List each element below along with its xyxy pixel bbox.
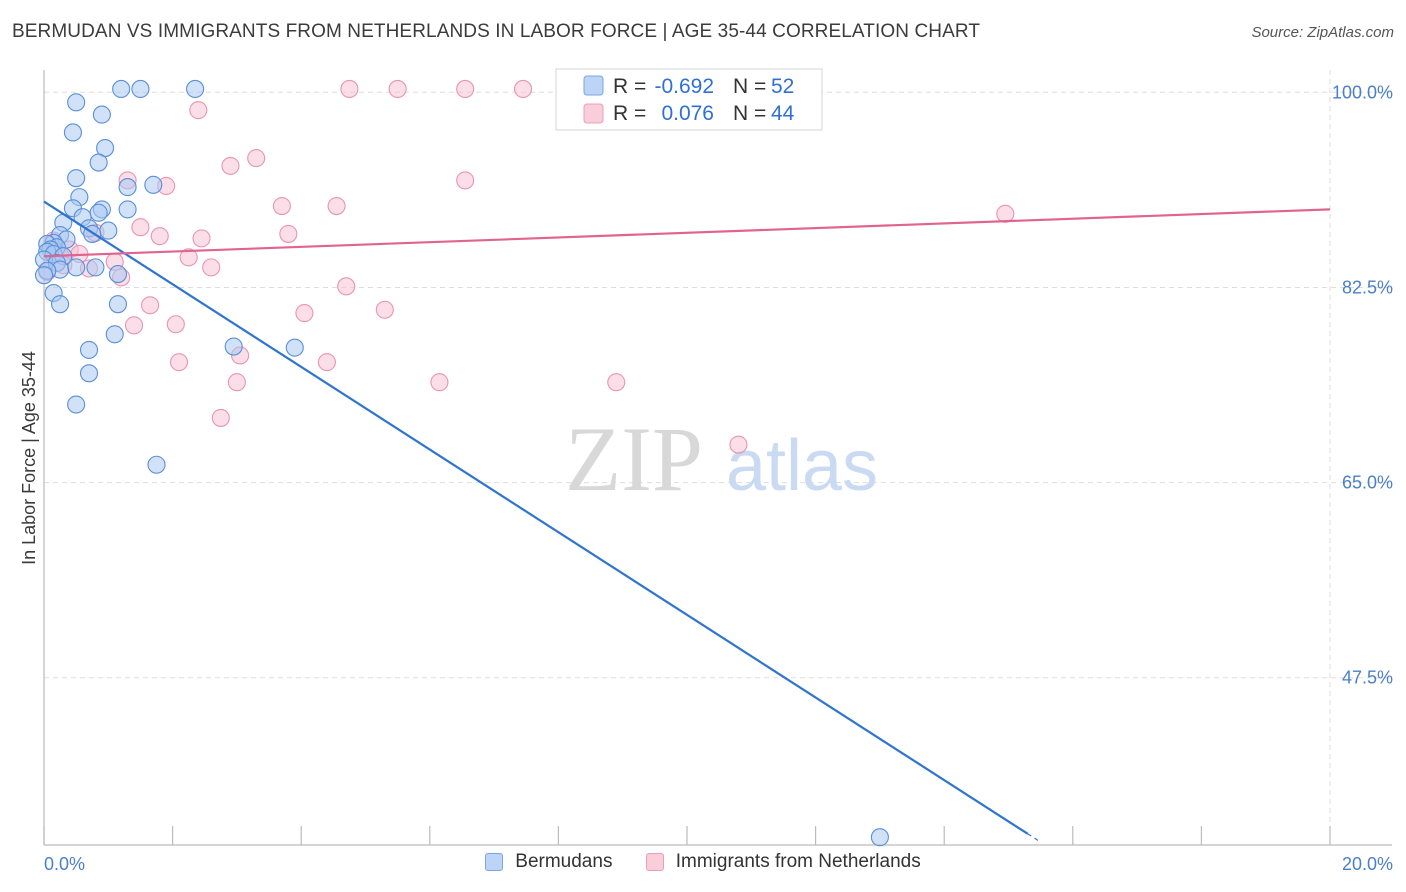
legend-n-label-1: N = [733,75,766,98]
netherlands-point [295,304,314,323]
bermudans-point [108,295,127,314]
bermudans-point [131,79,150,99]
y-tick-label-1: 82.5% [1342,277,1393,297]
netherlands-point [607,373,626,392]
series-netherlands-points [38,79,1015,454]
chart-title: BERMUDAN VS IMMIGRANTS FROM NETHERLANDS … [12,21,981,42]
bermudans-point [92,105,111,124]
netherlands-point [279,224,298,243]
netherlands-point [192,229,211,248]
netherlands-point [179,248,198,267]
netherlands-point [247,149,266,168]
legend-n-value-2: 44 [771,102,795,125]
netherlands-point [202,258,221,277]
legend-r-value-2: 0.076 [661,102,714,125]
bermudans-point [86,258,105,277]
netherlands-point [124,316,144,335]
bermudans-point [79,340,99,359]
netherlands-point [221,156,240,175]
netherlands-point [337,277,356,296]
netherlands-point [227,373,246,392]
netherlands-point [327,196,346,216]
legend-r-value-1: -0.692 [654,75,714,98]
bermudans-point [63,123,82,142]
series-legend: Bermudans Immigrants from Netherlands [0,851,1406,877]
legend-item-netherlands[interactable]: Immigrants from Netherlands [645,851,921,873]
legend-swatch-blue [583,75,604,96]
bermudans-point [67,258,86,277]
legend-n-value-1: 52 [771,75,794,98]
netherlands-point [375,300,394,319]
bermudans-point [285,338,304,357]
netherlands-point [317,353,336,372]
legend-swatch-netherlands [645,853,664,871]
bermudans-point [105,325,124,344]
netherlands-point [131,218,150,237]
series-bermudans-points [34,79,889,847]
legend-label-bermudans: Bermudans [515,851,613,872]
bermudans-point [99,221,118,240]
bermudans-point [34,266,54,285]
legend-r-label-1: R = [613,75,646,98]
netherlands-point [272,196,291,216]
x-tick-labels: 0.0% 20.0% [44,854,1393,874]
netherlands-point [340,79,359,99]
bermudans-point [89,153,108,172]
netherlands-trend-line [43,208,1331,258]
netherlands-point [169,353,189,372]
netherlands-point [513,79,533,99]
legend-swatch-pink [583,103,604,124]
netherlands-point [430,373,449,392]
y-tick-label-2: 65.0% [1342,473,1393,493]
bermudans-trend-extension [1027,833,1041,843]
bermudans-point [112,79,131,99]
bermudans-point [51,295,70,314]
bermudans-trend-line [43,200,1029,835]
netherlands-point [189,101,208,120]
bermudans-point [870,828,889,847]
bermudans-point [67,93,86,112]
netherlands-point [456,79,475,99]
bermudans-point [108,265,127,284]
legend-r-label-2: R = [613,102,646,125]
netherlands-point [211,408,230,427]
y-tick-label-3: 47.5% [1342,668,1393,688]
netherlands-point [166,315,185,334]
x-tick-label-0: 0.0% [44,854,85,874]
bermudans-point [147,455,166,474]
legend-label-netherlands: Immigrants from Netherlands [675,851,921,872]
trend-lines [43,200,1331,843]
bermudans-point [89,203,108,222]
bermudans-point [79,364,99,383]
bermudans-point [224,337,243,356]
netherlands-point [996,204,1015,223]
axes [43,70,1392,846]
correlation-legend: R = -0.692 N = 52 R = 0.076 N = 44 [555,68,823,131]
bermudans-point [67,169,86,188]
source-credit: Source: ZipAtlas.com [1251,24,1394,41]
grid-lines [44,70,1392,845]
netherlands-point [729,435,748,454]
y-tick-label-0: 100.0% [1332,82,1393,102]
bermudans-point [118,200,137,219]
bermudans-point [144,175,163,194]
bermudans-point [186,79,205,99]
legend-item-bermudans[interactable]: Bermudans [485,851,612,873]
x-tick-label-1: 20.0% [1342,854,1393,874]
watermark-zip: ZIP [565,408,703,510]
watermark-atlas: atlas [726,426,878,506]
bermudans-point [118,178,137,197]
netherlands-point [141,296,160,315]
legend-swatch-bermudans [485,853,504,871]
watermark: ZIP atlas [565,408,878,510]
netherlands-point [388,79,407,99]
netherlands-point [456,171,475,190]
legend-n-label-2: N = [733,102,766,125]
y-axis-label: In Labor Force | Age 35-44 [19,351,39,565]
bermudans-point [67,395,86,414]
netherlands-point [150,227,169,246]
y-tick-labels: 100.0% 82.5% 65.0% 47.5% [1332,82,1393,687]
